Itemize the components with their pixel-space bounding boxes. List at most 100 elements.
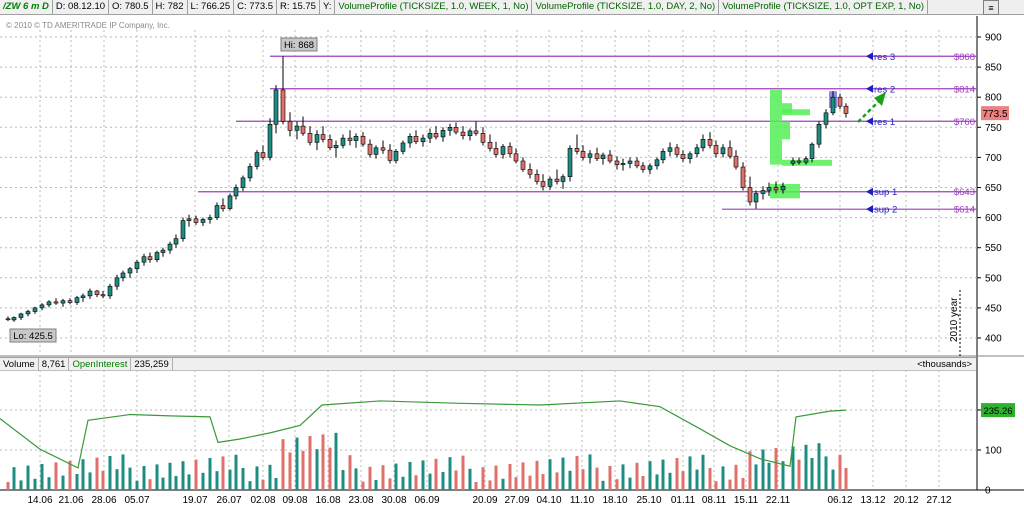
candle-down: [100, 294, 106, 297]
volume-bar: [781, 461, 785, 490]
candle-up: [766, 187, 772, 191]
candle-down: [747, 187, 753, 203]
volume-bar: [19, 480, 23, 490]
level-price: $643: [954, 187, 975, 198]
candle-down: [554, 178, 560, 182]
candle-up: [60, 300, 66, 304]
date-tick-label: 09.08: [282, 495, 307, 506]
candle-up: [180, 220, 186, 239]
candle-up: [373, 147, 379, 155]
date-tick-label: 05.07: [124, 495, 149, 506]
candle-up: [694, 147, 700, 155]
candle-down: [94, 290, 100, 295]
volume-bar: [648, 461, 652, 490]
volume-bar: [488, 480, 492, 490]
study-volume-profile-optexp[interactable]: VolumeProfile (TICKSIZE, 1.0, OPT EXP, 1…: [719, 0, 929, 15]
candle-down: [260, 152, 266, 158]
candle-up: [753, 193, 759, 203]
candle-down: [473, 130, 479, 134]
price-tick-label: 450: [985, 303, 1002, 314]
candle-up: [620, 163, 626, 165]
volume-bar: [824, 456, 828, 490]
candle-down: [727, 147, 733, 157]
volume-bar: [121, 454, 125, 490]
volume-bar: [831, 469, 835, 490]
candle-down: [347, 137, 353, 141]
volume-bar: [588, 454, 592, 490]
volume-bar: [354, 468, 358, 490]
candle-up: [80, 295, 86, 298]
open-interest-value: 235,259: [131, 358, 173, 371]
candle-up: [294, 125, 300, 131]
volume-bar: [241, 468, 245, 490]
volume-bar: [754, 464, 758, 490]
candle-down: [507, 146, 513, 155]
menu-lines-icon[interactable]: ≡: [983, 0, 999, 15]
volume-bar: [481, 467, 485, 490]
price-tick-label: 650: [985, 183, 1002, 194]
candle-up: [207, 217, 213, 220]
trend-arrow-icon: [874, 92, 886, 106]
candle-up: [247, 166, 253, 179]
volume-bar: [361, 481, 365, 490]
candle-down: [453, 127, 459, 133]
candle-down: [513, 153, 519, 162]
candle-up: [427, 133, 433, 139]
candle-down: [493, 148, 499, 155]
candle-up: [87, 290, 93, 297]
volume-bar: [575, 456, 579, 490]
candle-up: [233, 187, 239, 197]
candle-down: [193, 218, 199, 223]
volume-bar: [595, 467, 599, 490]
price-tick-label: 700: [985, 153, 1002, 164]
volume-bar: [514, 477, 518, 490]
study-volume-profile-week[interactable]: VolumeProfile (TICKSIZE, 1.0, WEEK, 1, N…: [335, 0, 533, 15]
symbol-label[interactable]: /ZW 6 m D: [0, 0, 53, 15]
volume-bar: [561, 457, 565, 490]
candle-up: [107, 285, 113, 297]
volume-bar: [228, 469, 232, 490]
volume-bar: [381, 465, 385, 490]
volume-bar: [494, 465, 498, 490]
candle-down: [307, 133, 313, 143]
candle-down: [594, 153, 600, 159]
candle-up: [167, 243, 173, 251]
volume-bar: [401, 476, 405, 490]
volume-bar: [655, 474, 659, 490]
volume-bar: [454, 470, 458, 490]
candle-up: [46, 301, 52, 306]
copyright-text: © 2010 © TD AMERITRADE IP Company, Inc.: [6, 21, 170, 30]
candle-up: [567, 148, 573, 177]
volume-bar: [474, 482, 478, 490]
date-tick-label: 23.08: [348, 495, 373, 506]
volume-bar: [791, 446, 795, 490]
candle-down: [574, 148, 580, 152]
candle-up: [420, 137, 426, 143]
volume-bar: [194, 459, 198, 490]
volume-bar: [528, 475, 532, 490]
candle-down: [540, 181, 546, 187]
study-volume-profile-day[interactable]: VolumeProfile (TICKSIZE, 1.0, DAY, 2, No…: [532, 0, 720, 15]
volume-bar: [148, 479, 152, 490]
volume-bar: [348, 455, 352, 490]
date-tick-label: 13.12: [860, 495, 885, 506]
volume-bar: [838, 454, 842, 490]
volume-bar: [215, 471, 219, 490]
volume-bar: [168, 462, 172, 490]
hi-label-box: [280, 37, 318, 52]
last-price-label: 773.5: [982, 109, 1007, 120]
candle-up: [314, 134, 320, 143]
volume-bar: [208, 458, 212, 490]
candle-down: [433, 133, 439, 138]
price-chart[interactable]: res 3 $868 res 2 $814 res 1 $760 sup 1 $643 sup …: [0, 16, 1024, 513]
candle-down: [53, 301, 59, 304]
date-tick-label: 18.10: [602, 495, 627, 506]
volume-bar: [468, 468, 472, 490]
candle-down: [280, 89, 286, 122]
date-tick-label: 19.07: [182, 495, 207, 506]
volume-bar: [408, 462, 412, 490]
candle-down: [607, 154, 613, 162]
volume-bar: [295, 437, 299, 490]
price-tick-label: 800: [985, 93, 1002, 104]
volume-bar: [221, 456, 225, 490]
